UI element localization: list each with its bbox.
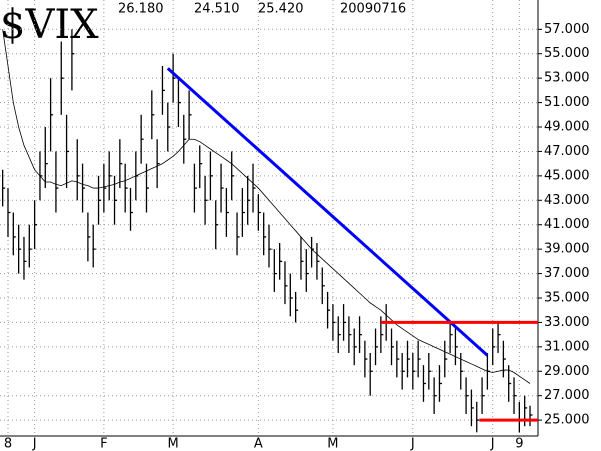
y-tick-label: 39.000 — [544, 242, 590, 257]
y-tick-label: 25.000 — [544, 413, 590, 428]
x-tick-label: 8 — [4, 437, 12, 451]
y-tick-label: 37.000 — [544, 266, 590, 281]
x-tick-label: 9 — [515, 437, 523, 451]
x-tick-label: J — [490, 437, 495, 451]
x-tick-label: F — [100, 437, 107, 451]
y-tick-label: 31.000 — [544, 339, 590, 354]
y-tick-label: 55.000 — [544, 46, 590, 61]
y-tick-label: 49.000 — [544, 120, 590, 135]
y-tick-label: 57.000 — [544, 22, 590, 37]
y-tick-label: 33.000 — [544, 315, 590, 330]
stat: 20090716 — [340, 2, 406, 17]
x-tick-label: M — [168, 437, 179, 451]
y-tick-label: 43.000 — [544, 193, 590, 208]
y-tick-label: 35.000 — [544, 290, 590, 305]
y-tick-label: 53.000 — [544, 71, 590, 86]
chart-title: $VIX — [0, 2, 99, 48]
x-tick-label: J — [32, 437, 37, 451]
moving-average — [2, 29, 531, 384]
x-tick-label: M — [327, 437, 338, 451]
y-tick-label: 47.000 — [544, 144, 590, 159]
stat: 24.510 — [194, 2, 240, 17]
stat: 26.180 — [118, 2, 164, 17]
x-tick-label: J — [410, 437, 415, 451]
y-tick-label: 27.000 — [544, 388, 590, 403]
y-tick-label: 45.000 — [544, 168, 590, 183]
trendline — [166, 67, 489, 357]
stat: 25.420 — [258, 2, 304, 17]
x-tick-label: A — [254, 437, 263, 451]
y-tick-label: 51.000 — [544, 95, 590, 110]
y-tick-label: 41.000 — [544, 217, 590, 232]
y-tick-label: 29.000 — [544, 364, 590, 379]
